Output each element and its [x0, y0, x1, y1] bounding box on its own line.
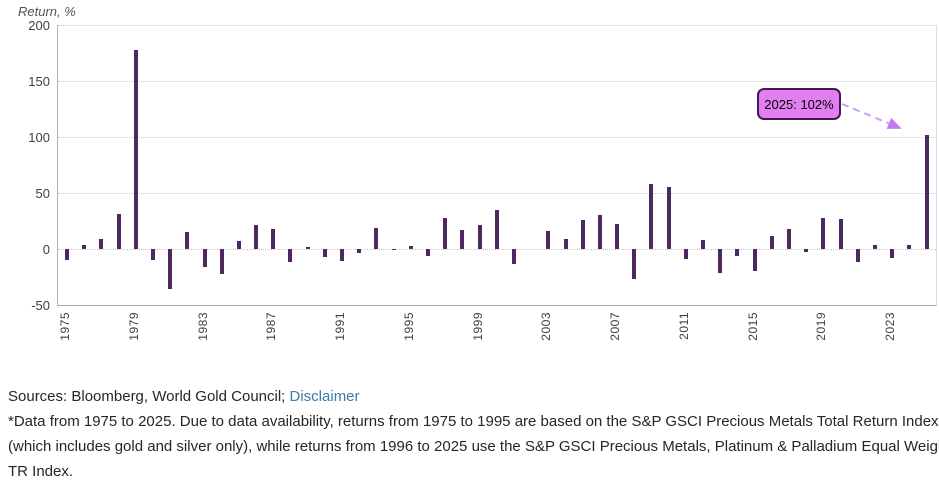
bar-2021 — [855, 249, 860, 263]
y-tick-label-50: 50 — [35, 186, 50, 201]
bar-2006 — [597, 215, 602, 249]
bar-2003 — [546, 231, 551, 249]
footnote-line-2: (which includes gold and silver only), w… — [8, 438, 939, 455]
bar-2009 — [649, 184, 654, 249]
footnote-line-3: TR Index. — [8, 463, 74, 480]
x-tick-label-1979: 1979 — [126, 312, 141, 341]
x-tick-label-2019: 2019 — [814, 312, 829, 341]
footer: Sources: Bloomberg, World Gold Council; … — [8, 384, 939, 483]
bar-2015 — [752, 249, 757, 272]
x-tick-label-1999: 1999 — [470, 312, 485, 341]
bar-1976 — [82, 244, 87, 249]
bar-2017 — [786, 228, 791, 249]
y-tick-label--50: -50 — [31, 298, 50, 313]
plot-area — [57, 25, 937, 306]
bar-1978 — [116, 214, 121, 249]
footnote-line-1: *Data from 1975 to 2025. Due to data ava… — [8, 413, 939, 430]
bar-2010 — [666, 187, 671, 249]
x-tick-label-1975: 1975 — [58, 312, 72, 341]
bar-1994 — [391, 249, 396, 251]
bar-2024 — [907, 244, 912, 249]
y-tick-label-200: 200 — [28, 18, 50, 33]
bar-1997 — [443, 217, 448, 249]
bar-1975 — [65, 249, 69, 261]
y-axis-title: Return, % — [18, 4, 76, 19]
bar-1977 — [99, 238, 104, 249]
bar-2012 — [701, 240, 706, 249]
x-tick-label-2007: 2007 — [608, 312, 623, 341]
bar-1983 — [202, 249, 207, 267]
bar-1991 — [340, 249, 345, 262]
x-tick-label-2003: 2003 — [539, 312, 554, 341]
bar-2004 — [563, 238, 568, 249]
bar-2016 — [769, 235, 774, 249]
bar-2018 — [804, 249, 809, 253]
x-tick-label-2015: 2015 — [745, 312, 760, 341]
annotation-callout: 2025: 102% — [757, 88, 841, 120]
bar-1981 — [168, 249, 173, 290]
bar-2019 — [821, 217, 826, 249]
bar-1984 — [219, 249, 224, 274]
bar-1979 — [133, 49, 138, 249]
x-tick-label-1995: 1995 — [401, 312, 416, 341]
y-tick-label-100: 100 — [28, 130, 50, 145]
bar-1990 — [322, 249, 327, 257]
bar-1992 — [357, 249, 362, 254]
gridline-100 — [58, 137, 936, 138]
bar-1996 — [425, 249, 430, 256]
x-tick-label-1987: 1987 — [264, 312, 279, 341]
bar-2014 — [735, 249, 740, 256]
bar-1982 — [185, 232, 190, 249]
bar-2000 — [494, 209, 499, 249]
bar-2023 — [890, 249, 895, 258]
bar-1985 — [236, 241, 241, 249]
bar-2001 — [511, 249, 516, 264]
sources-text: Sources: Bloomberg, World Gold Council; — [8, 388, 290, 405]
x-tick-label-1983: 1983 — [195, 312, 210, 341]
bar-2008 — [632, 249, 637, 280]
gridline-200 — [58, 25, 936, 26]
bar-2005 — [580, 219, 585, 249]
bar-2020 — [838, 218, 843, 249]
bar-2025 — [924, 134, 929, 249]
bar-2011 — [683, 249, 688, 260]
bar-1986 — [254, 225, 259, 249]
x-tick-label-1991: 1991 — [333, 312, 348, 341]
gridline-0 — [58, 249, 936, 250]
y-tick-label-0: 0 — [42, 242, 50, 257]
bar-1988 — [288, 249, 293, 263]
sources-line: Sources: Bloomberg, World Gold Council; … — [8, 384, 939, 409]
bar-1989 — [305, 246, 310, 249]
bar-2007 — [615, 224, 620, 249]
bar-1987 — [271, 228, 276, 249]
bar-1993 — [374, 227, 379, 249]
bar-1998 — [460, 229, 465, 249]
bar-1995 — [408, 245, 413, 249]
bar-1980 — [150, 249, 155, 261]
x-tick-label-2011: 2011 — [676, 312, 691, 340]
bar-2022 — [872, 244, 877, 249]
disclaimer-link[interactable]: Disclaimer — [289, 388, 360, 405]
x-tick-label-2023: 2023 — [883, 312, 898, 341]
y-tick-label-150: 150 — [28, 74, 50, 89]
gridline-50 — [58, 193, 936, 194]
bar-1999 — [477, 225, 482, 249]
gridline-150 — [58, 81, 936, 82]
bar-2013 — [718, 249, 723, 273]
